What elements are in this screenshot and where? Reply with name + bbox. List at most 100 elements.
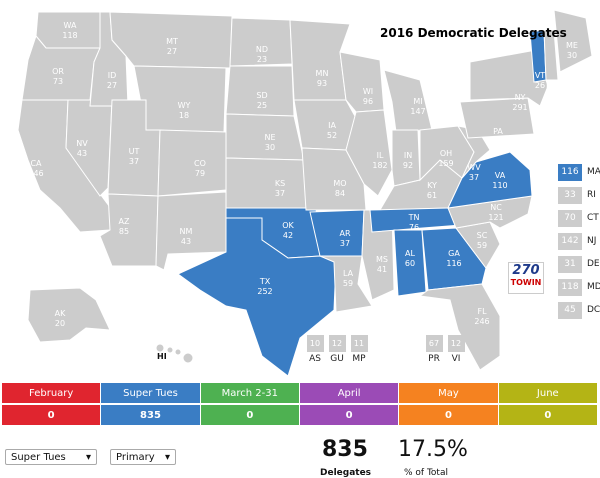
state-delegates: 79 xyxy=(195,169,205,178)
state-label: IL xyxy=(377,151,384,160)
state-abbr: MD xyxy=(587,282,600,292)
state-ar[interactable] xyxy=(309,209,365,257)
territory-pr[interactable]: 67 PR xyxy=(424,335,444,364)
state-tx[interactable] xyxy=(177,217,337,377)
hawaii-island[interactable] xyxy=(182,352,194,364)
delegate-percent: 17.5% xyxy=(398,437,468,462)
state-il[interactable] xyxy=(345,109,393,197)
state-fl[interactable] xyxy=(418,283,501,371)
period-february[interactable]: February 0 xyxy=(2,383,102,425)
delegate-count-box: 118 xyxy=(558,278,582,296)
state-wa[interactable] xyxy=(35,11,101,49)
state-ga[interactable] xyxy=(421,227,487,291)
dropdown-arrow-icon: ▾ xyxy=(164,451,170,463)
state-delegates: 52 xyxy=(327,131,337,140)
logo-number: 270 xyxy=(512,263,540,278)
territory-abbr: GU xyxy=(330,354,344,364)
state-me[interactable] xyxy=(553,9,593,73)
territory-mp[interactable]: 11 MP xyxy=(349,335,369,364)
period-select[interactable]: Super Tues ▾ xyxy=(5,449,97,465)
state-label: AK xyxy=(55,309,66,318)
state-delegates: 84 xyxy=(335,189,345,198)
territory-as[interactable]: 10 AS xyxy=(305,335,325,364)
state-label: MI xyxy=(413,97,422,106)
period-may[interactable]: May 0 xyxy=(399,383,499,425)
state-abbr: NJ xyxy=(587,236,597,246)
state-delegates: 30 xyxy=(567,51,577,60)
territory-abbr: VI xyxy=(451,354,461,364)
period-delegates: 0 xyxy=(399,403,498,425)
period-super-tues[interactable]: Super Tues 835 xyxy=(101,383,201,425)
small-state-nj[interactable]: 142 NJ xyxy=(558,231,600,251)
state-mi[interactable] xyxy=(383,69,433,133)
state-label: AZ xyxy=(119,217,130,226)
small-state-ma[interactable]: 116 MA xyxy=(558,162,600,182)
state-label: VT xyxy=(535,71,545,80)
territory-gu[interactable]: 12 GU xyxy=(327,335,347,364)
hawaii-label: HI xyxy=(157,352,167,361)
contest-type-select[interactable]: Primary ▾ xyxy=(110,449,176,465)
state-wy[interactable] xyxy=(133,65,227,133)
state-abbr: DC xyxy=(587,305,600,315)
state-label: TN xyxy=(408,213,420,222)
state-delegates: 92 xyxy=(403,161,413,170)
delegate-total: 835 xyxy=(322,437,368,462)
state-delegates: 252 xyxy=(257,287,272,296)
delegate-count-box: 33 xyxy=(558,186,582,204)
small-state-ct[interactable]: 70 CT xyxy=(558,208,600,228)
state-pa[interactable] xyxy=(459,97,535,139)
state-label: ND xyxy=(256,45,268,54)
state-label: NM xyxy=(180,227,193,236)
state-label: CO xyxy=(194,159,206,168)
state-ks[interactable] xyxy=(225,157,307,209)
state-delegates: 61 xyxy=(427,191,437,200)
state-label: WI xyxy=(363,87,373,96)
hawaii-island[interactable] xyxy=(166,346,174,354)
small-state-de[interactable]: 31 DE xyxy=(558,254,600,274)
state-label: GA xyxy=(448,249,460,258)
state-delegates: 76 xyxy=(409,223,419,232)
small-state-ri[interactable]: 33 RI xyxy=(558,185,600,205)
small-states-legend: 116 MA 33 RI 70 CT 142 NJ 31 DE 118 MD 45 DC xyxy=(558,162,600,323)
state-abbr: RI xyxy=(587,190,596,200)
state-delegates: 118 xyxy=(62,31,77,40)
state-mo[interactable] xyxy=(301,147,367,211)
state-co[interactable] xyxy=(157,129,227,197)
period-name: February xyxy=(2,383,101,403)
state-label: IN xyxy=(404,151,412,160)
state-label: SC xyxy=(477,231,488,240)
period-april[interactable]: April 0 xyxy=(299,383,400,425)
state-ia[interactable] xyxy=(293,99,357,151)
map-title: 2016 Democratic Delegates xyxy=(380,26,567,40)
state-ak[interactable] xyxy=(27,287,111,343)
period-select-value: Super Tues xyxy=(11,451,66,463)
state-delegates: 147 xyxy=(410,107,425,116)
state-abbr: CT xyxy=(587,213,599,223)
period-delegates: 0 xyxy=(2,403,101,425)
small-state-dc[interactable]: 45 DC xyxy=(558,300,600,320)
contest-type-value: Primary xyxy=(116,451,155,463)
state-label: PA xyxy=(493,127,503,136)
delegate-count-box: 12 xyxy=(328,335,346,352)
delegate-count-box: 10 xyxy=(306,335,324,352)
hawaii-island[interactable] xyxy=(155,343,165,353)
period-delegates: 0 xyxy=(299,403,399,425)
period-summary-bar: February 0 Super Tues 835 March 2-31 0 April 0 M… xyxy=(2,383,598,425)
period-march-2-31[interactable]: March 2-31 0 xyxy=(200,383,300,425)
hawaii-island[interactable] xyxy=(174,348,182,356)
state-label: WV xyxy=(467,163,481,172)
state-label: NV xyxy=(76,139,88,148)
state-label: MN xyxy=(316,69,329,78)
state-delegates: 546 xyxy=(28,169,43,178)
state-nh[interactable] xyxy=(543,29,559,81)
state-label: CA xyxy=(30,159,42,168)
territory-vi[interactable]: 12 VI xyxy=(446,335,466,364)
270towin-logo[interactable]: 270 TOWIN xyxy=(508,262,544,294)
state-label: OH xyxy=(440,149,452,158)
state-delegates: 60 xyxy=(405,259,415,268)
small-state-md[interactable]: 118 MD xyxy=(558,277,600,297)
period-june[interactable]: June 0 xyxy=(498,383,598,425)
period-delegates: 0 xyxy=(498,403,597,425)
period-name: June xyxy=(498,383,597,403)
period-name: May xyxy=(399,383,498,403)
